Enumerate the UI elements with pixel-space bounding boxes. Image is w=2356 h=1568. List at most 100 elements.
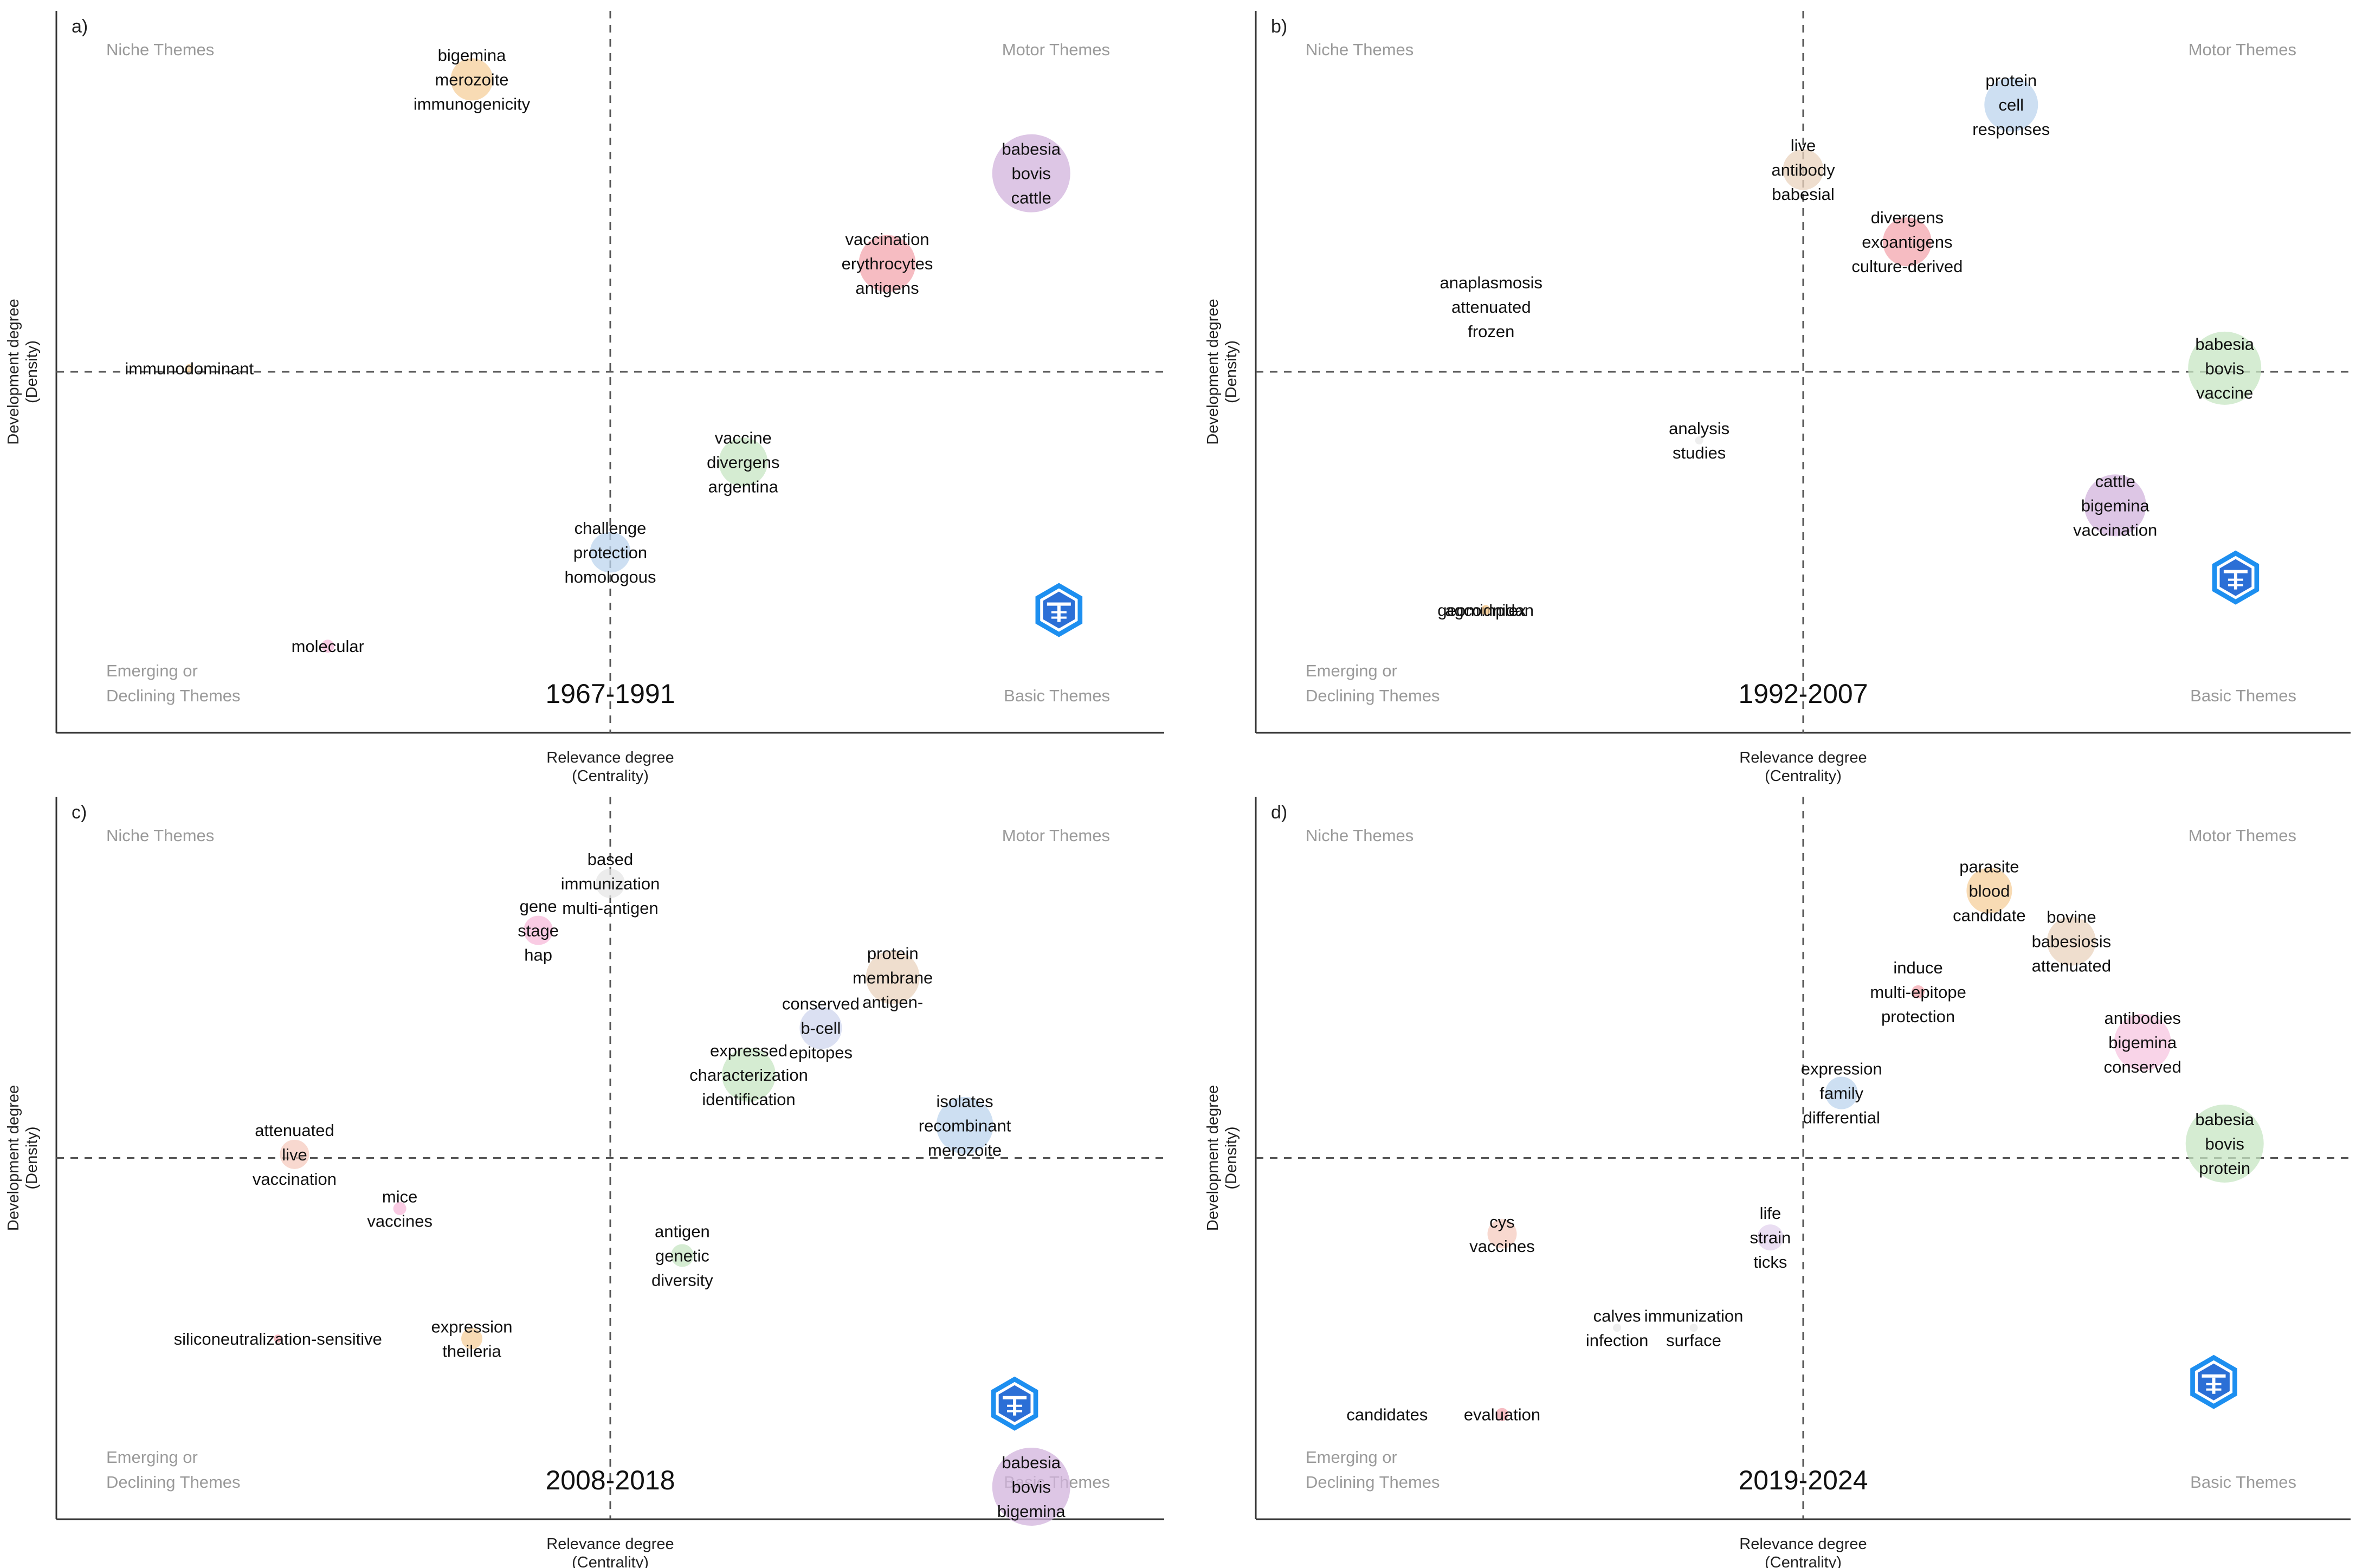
bubble-keyword: live (1791, 136, 1816, 155)
panel-label: c) (72, 802, 87, 823)
bubble-point (590, 532, 631, 573)
bubble-point (461, 1328, 482, 1350)
bubble-keyword: siliconeutralization-sensitive (174, 1330, 382, 1348)
bubble-keyword: characterization (689, 1066, 808, 1085)
bubble-keyword: evaluation (1464, 1405, 1540, 1424)
bubble-keyword: expression (431, 1317, 513, 1336)
period-label: 2008-2018 (545, 1465, 675, 1495)
bubble-keyword: responses (1972, 120, 2050, 139)
quadrant-label-emerging: Declining Themes (106, 686, 241, 705)
bubble-keyword: vaccination (253, 1170, 337, 1189)
theme-bubble: induce multi-epitope protection (1870, 958, 1966, 1026)
bubble-keyword: isolates (937, 1092, 993, 1111)
bubble-keyword: antigen- (862, 992, 923, 1011)
bubble-point (1912, 985, 1925, 998)
bubble-point (1783, 149, 1824, 190)
bubble-point (280, 1139, 309, 1169)
bubble-keyword: argentina (708, 478, 779, 496)
bubble-keyword: erythrocytes (842, 254, 933, 273)
bubble-keyword: protection (1881, 1007, 1955, 1026)
bubble-keyword: challenge (575, 519, 647, 538)
bubble-keyword: antibody (1771, 160, 1835, 179)
bubble-point (992, 1448, 1070, 1526)
bubble-keyword: babesial (1772, 185, 1834, 204)
logo-crossbar (1007, 1404, 1023, 1407)
bubble-keyword: anaplasmosis (1440, 273, 1543, 292)
bubble-keyword: bigemina (2108, 1033, 2177, 1052)
bubble-point (2188, 331, 2262, 405)
bubble-keyword: strain (1750, 1228, 1791, 1247)
y-axis-title: (Density) (23, 340, 41, 403)
bubble-point (670, 1244, 694, 1267)
bubble-point (1481, 605, 1491, 615)
bubble-keyword: differential (1803, 1108, 1880, 1127)
bubble-keyword: babesiosis (2032, 932, 2111, 951)
logo-stem (1057, 605, 1061, 622)
x-axis-title: (Centrality) (1765, 767, 1842, 785)
quadrant-label-emerging: Declining Themes (1306, 686, 1440, 705)
logo-bar (1047, 602, 1071, 606)
theme-bubble: protein membrane antigen- (853, 944, 933, 1011)
bubble-keyword: immunodominant (125, 359, 254, 378)
bubble-keyword: hap (524, 946, 552, 965)
bubble-point (1984, 78, 2038, 132)
bubble-point (722, 1048, 776, 1102)
bubble-keyword: theileria (442, 1341, 501, 1360)
theme-bubble: expressed characterization identification (689, 1041, 808, 1109)
bubble-keyword: bovis (2205, 359, 2244, 378)
logo-crossbar (2228, 578, 2243, 581)
theme-bubble: molecular (292, 637, 364, 656)
y-axis-title: Development degree (5, 299, 22, 444)
bubble-keyword: conserved (782, 995, 860, 1014)
bubble-keyword: antigens (855, 279, 919, 298)
bubble-keyword: recombinant (919, 1117, 1011, 1135)
quadrant-label-basic: Basic Themes (2190, 1473, 2296, 1492)
bubble-keyword: cys (1489, 1212, 1515, 1231)
theme-bubble: attenuated live vaccination (253, 1121, 337, 1189)
x-axis-title: (Centrality) (1765, 1554, 1842, 1568)
bubble-keyword: divergens (1871, 208, 1944, 227)
watermark-logo (2212, 550, 2260, 605)
theme-bubble: immunization surface (1644, 1306, 1744, 1350)
logo-crossbar (1051, 616, 1067, 619)
theme-bubble: cys vaccines (1469, 1212, 1535, 1256)
theme-bubble: vaccination erythrocytes antigens (842, 230, 933, 298)
bubble-keyword: divergens (707, 453, 779, 472)
logo-bar (1003, 1396, 1027, 1399)
theme-bubble: conserved b-cell epitopes (782, 995, 860, 1062)
theme-bubble: immunodominant (125, 359, 254, 378)
bubble-keyword: protection (573, 543, 647, 562)
bubble-point (1613, 1324, 1622, 1332)
quadrant-label-motor: Motor Themes (1002, 826, 1110, 845)
bubble-keyword: bigemina (997, 1502, 1066, 1521)
theme-bubble: anaplasmosis attenuated frozen (1440, 273, 1543, 341)
bubble-keyword: immunization (561, 874, 660, 893)
bubble-point (1825, 1076, 1858, 1109)
quadrant-label-emerging: Declining Themes (1306, 1473, 1440, 1492)
bubble-keyword: epitopes (789, 1043, 853, 1062)
bubble-keyword: b-cell (801, 1019, 841, 1038)
y-axis-title: Development degree (1204, 299, 1222, 444)
bubble-point (2084, 474, 2146, 537)
bubble-keyword: ticks (1753, 1253, 1787, 1272)
theme-bubble: evaluation (1464, 1405, 1540, 1424)
bubble-point (1487, 302, 1495, 311)
bubble-keyword: babesia (1002, 1453, 1061, 1472)
watermark-logo (2190, 1354, 2237, 1409)
y-axis-title-group: Development degree (Density) (5, 1085, 41, 1231)
theme-bubble: bigemina merozoite immunogenicity (414, 46, 531, 114)
bubble-keyword: immunization (1644, 1306, 1744, 1325)
quadrant-label-emerging: Emerging or (106, 661, 198, 680)
logo-bar (2223, 570, 2248, 573)
quadrant-label-niche: Niche Themes (106, 40, 214, 59)
x-axis-title: Relevance degree (546, 1535, 674, 1553)
bubble-keyword: membrane (853, 968, 933, 987)
theme-bubble: mice vaccines (367, 1187, 433, 1230)
bubble-keyword: stage (518, 921, 559, 940)
bubble-keyword: calves (1593, 1306, 1641, 1325)
quadrant-label-emerging: Declining Themes (106, 1473, 241, 1492)
theme-bubble: babesia bovis bigemina (992, 1448, 1070, 1526)
theme-bubble: antibodies bigemina conserved (2104, 1009, 2181, 1076)
